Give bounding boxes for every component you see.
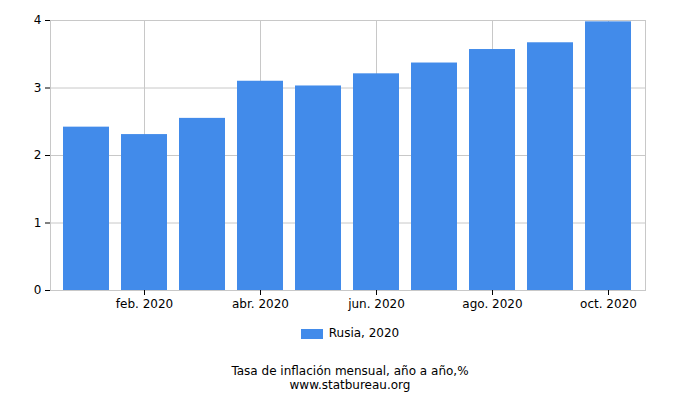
html-text:Rusia, 2020: Rusia, 2020: [328, 326, 400, 340]
svg-text:0: 0: [34, 283, 42, 297]
svg-text:ago. 2020: ago. 2020: [462, 297, 522, 311]
html-text:www.statbureau.org: www.statbureau.org: [289, 378, 411, 392]
svg-text:3: 3: [34, 81, 42, 95]
svg-text:2: 2: [34, 148, 42, 162]
svg-text:1: 1: [34, 216, 42, 230]
svg-text:oct. 2020: oct. 2020: [580, 297, 637, 311]
svg-text:feb. 2020: feb. 2020: [116, 297, 173, 311]
svg-text:abr. 2020: abr. 2020: [232, 297, 289, 311]
svg-text:4: 4: [34, 13, 42, 27]
html-text:Tasa de inflación mensual, año: Tasa de inflación mensual, año a año,%: [231, 364, 469, 378]
svg-text:jun. 2020: jun. 2020: [347, 297, 405, 311]
